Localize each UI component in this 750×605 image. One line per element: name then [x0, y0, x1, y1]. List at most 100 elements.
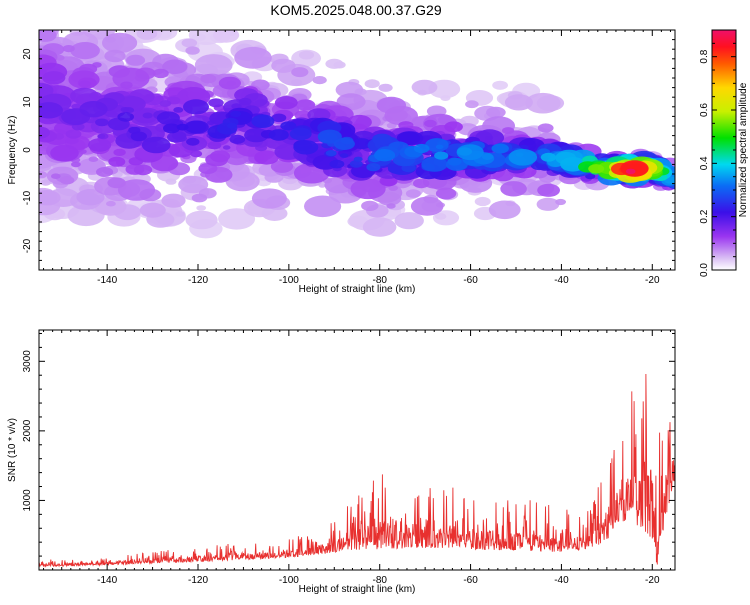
- heatmap-cell: [540, 152, 557, 162]
- y-tick-label: 10: [22, 96, 33, 108]
- heatmap-cell: [325, 58, 344, 69]
- snr-x-axis-label: Height of straight line (km): [299, 584, 416, 595]
- heatmap-cell: [378, 83, 393, 92]
- heatmap-cell: [88, 138, 112, 152]
- heatmap-cell: [139, 202, 166, 218]
- heatmap-cell: [194, 54, 233, 77]
- heatmap-cell: [196, 205, 207, 211]
- spectrogram-x-axis-label: Height of straight line (km): [299, 284, 416, 295]
- colorbar-tick-label: 0.2: [699, 209, 710, 223]
- heatmap-cell: [585, 173, 596, 180]
- y-tick-label: 20: [22, 48, 33, 60]
- heatmap-cell: [142, 112, 153, 119]
- heatmap-cell: [42, 71, 66, 85]
- heatmap-cell: [435, 187, 457, 200]
- heatmap-cell: [274, 96, 298, 110]
- heatmap-cell: [200, 74, 217, 84]
- heatmap-cell: [386, 203, 396, 209]
- x-tick-label: -140: [97, 275, 117, 286]
- heatmap-cell: [388, 185, 399, 191]
- heatmap-cell: [190, 150, 203, 158]
- x-tick-label: -120: [188, 275, 208, 286]
- heatmap-cell: [231, 103, 242, 110]
- heatmap-cell: [185, 210, 218, 230]
- heatmap-cell: [435, 213, 447, 220]
- heatmap-cell: [79, 80, 91, 88]
- heatmap-cell: [207, 141, 222, 150]
- heatmap-cell: [213, 30, 240, 43]
- y-tick-label: 1000: [22, 489, 33, 512]
- heatmap-cell: [486, 106, 506, 119]
- spectrogram-heatmap: [39, 30, 675, 239]
- heatmap-cell: [191, 193, 208, 203]
- heatmap-cell: [113, 148, 126, 156]
- heatmap-cell: [123, 107, 135, 114]
- heatmap-cell: [261, 206, 288, 221]
- y-tick-label: 2000: [22, 419, 33, 442]
- colorbar-tick-label: 0.6: [699, 103, 710, 117]
- heatmap-cell: [291, 67, 309, 78]
- heatmap-cell: [141, 136, 171, 154]
- heatmap-cell: [625, 168, 636, 175]
- heatmap-cell: [94, 197, 127, 216]
- snr-line: [39, 373, 675, 568]
- heatmap-cell: [40, 179, 51, 186]
- heatmap-cell: [50, 144, 79, 162]
- heatmap-cell: [130, 131, 147, 142]
- heatmap-cell: [234, 46, 272, 69]
- colorbar: 0.0 0.2 0.4 0.6 0.8 Normalized spectral ampl…: [699, 29, 749, 277]
- heatmap-cell: [117, 112, 134, 122]
- heatmap-cell: [62, 45, 75, 53]
- heatmap-cell: [173, 107, 184, 113]
- heatmap-cell: [396, 131, 421, 145]
- heatmap-cell: [318, 183, 326, 188]
- heatmap-cell: [184, 120, 207, 134]
- heatmap-cell: [251, 114, 275, 128]
- heatmap-cell: [465, 100, 479, 109]
- heatmap-cell: [413, 178, 430, 189]
- heatmap-cell: [176, 123, 189, 131]
- heatmap-cell: [555, 198, 566, 206]
- y-tick-label: 0: [22, 147, 33, 153]
- heatmap-cell: [230, 110, 242, 118]
- heatmap-cell: [159, 100, 172, 107]
- heatmap-cell: [268, 129, 289, 141]
- x-tick-label: -40: [554, 275, 569, 286]
- heatmap-cell: [186, 137, 200, 146]
- heatmap-cell: [537, 183, 560, 197]
- x-tick-label: -80: [372, 575, 387, 586]
- heatmap-cell: [95, 118, 109, 127]
- heatmap-cell: [413, 143, 430, 154]
- heatmap-cell: [339, 153, 349, 159]
- x-tick-label: -20: [645, 575, 660, 586]
- heatmap-cell: [51, 173, 61, 179]
- heatmap-cell: [289, 127, 312, 141]
- heatmap-cell: [120, 81, 133, 89]
- colorbar-tick-label: 0.4: [699, 156, 710, 170]
- heatmap-cell: [218, 208, 256, 230]
- heatmap-cell: [353, 156, 363, 162]
- heatmap-cell: [96, 167, 114, 177]
- heatmap-cell: [208, 98, 224, 108]
- y-tick-label: 3000: [22, 350, 33, 373]
- heatmap-cell: [349, 160, 363, 168]
- heatmap-cell: [366, 163, 381, 172]
- heatmap-cell: [133, 164, 153, 176]
- heatmap-cell: [39, 30, 57, 42]
- heatmap-cell: [70, 42, 100, 60]
- heatmap-cell: [374, 149, 396, 162]
- heatmap-cell: [107, 177, 126, 189]
- heatmap-cell: [152, 68, 169, 79]
- heatmap-cell: [71, 103, 82, 110]
- heatmap-cell: [108, 156, 126, 167]
- heatmap-cell: [59, 176, 75, 185]
- heatmap-cell: [106, 200, 116, 207]
- heatmap-cell: [394, 212, 424, 230]
- heatmap-cell: [502, 127, 515, 135]
- colorbar-tick-label: 0.8: [699, 49, 710, 63]
- heatmap-cell: [222, 145, 231, 150]
- snr-frame: [38, 329, 676, 571]
- heatmap-cell: [444, 121, 463, 133]
- heatmap-cell: [620, 160, 649, 177]
- heatmap-cell: [76, 189, 105, 206]
